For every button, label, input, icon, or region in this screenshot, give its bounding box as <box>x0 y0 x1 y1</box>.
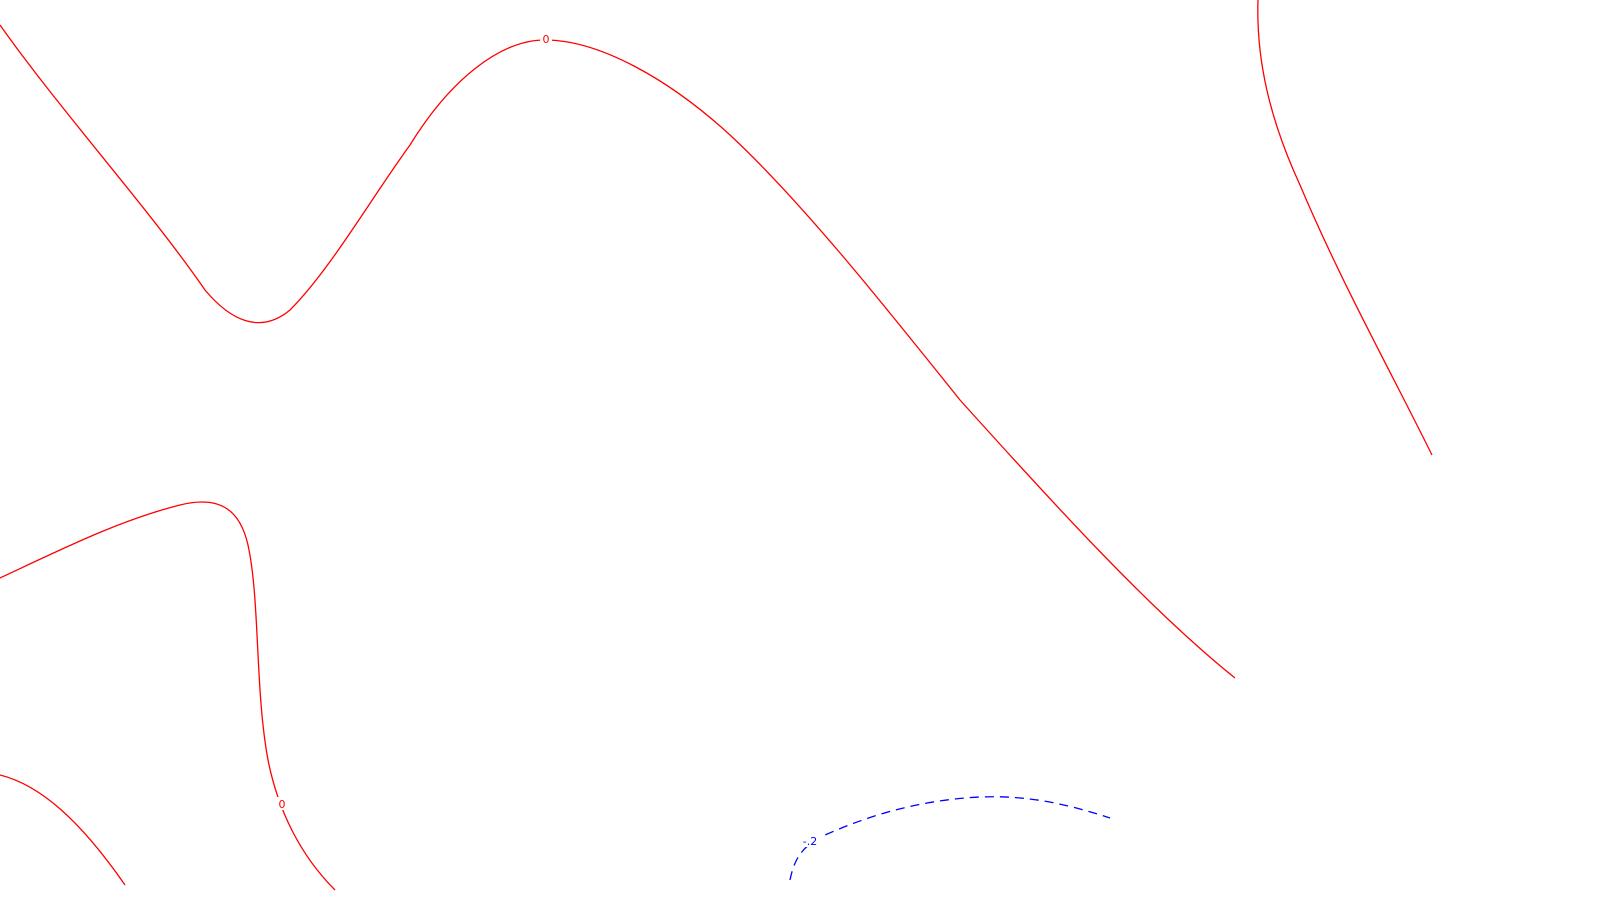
negative-contour <box>789 796 1111 881</box>
negative-label: -.2 <box>803 835 817 848</box>
zero-label-bottom: 0 <box>279 798 286 811</box>
zero-contour-right <box>1257 0 1433 456</box>
negative-label-bg <box>800 834 820 847</box>
zero-contour-bottom-left <box>0 774 126 886</box>
zero-label-bottom-bg <box>276 797 288 810</box>
zero-contour-main <box>0 24 1236 679</box>
zero-label-top-bg <box>540 32 552 45</box>
zero-contour-left-middle <box>0 501 336 891</box>
zero-label-top: 0 <box>543 33 550 46</box>
